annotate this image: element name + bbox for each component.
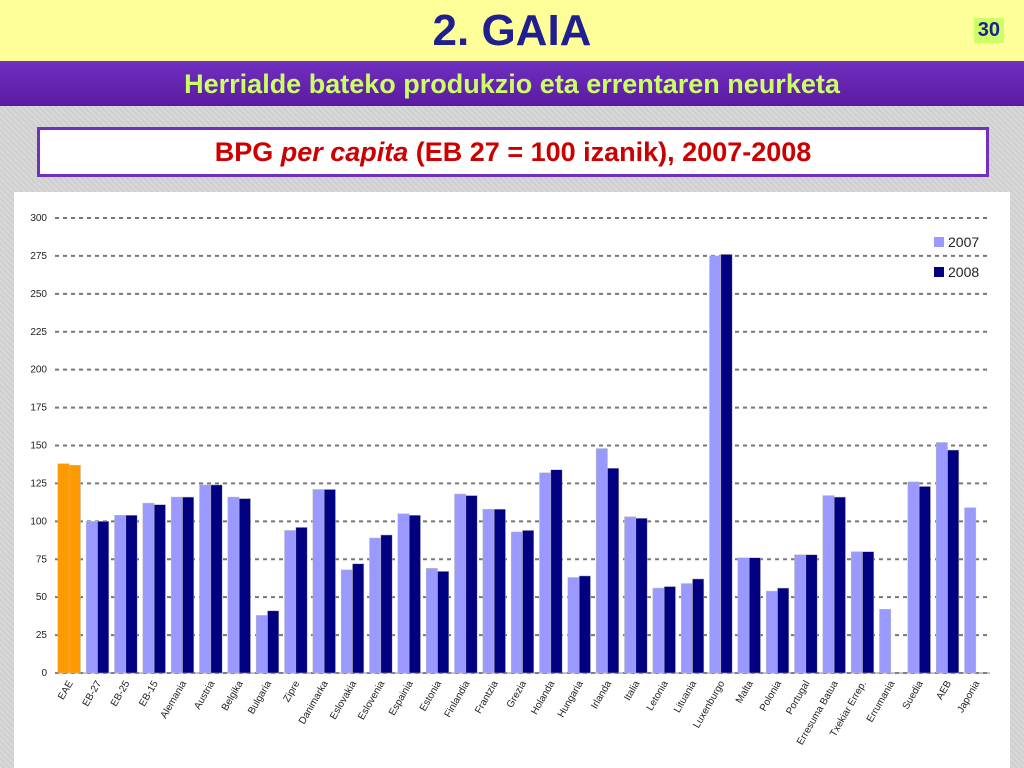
y-tick-label: 0 (41, 668, 47, 679)
bar (539, 472, 552, 674)
bar (805, 554, 818, 674)
bar (170, 496, 183, 674)
bar (879, 609, 892, 674)
bar (380, 534, 393, 674)
bar (238, 498, 251, 674)
bar (255, 615, 268, 674)
bar (748, 557, 761, 674)
bar (493, 508, 506, 674)
y-tick-label: 75 (36, 554, 48, 565)
bar (737, 557, 750, 674)
bar (907, 481, 920, 674)
bar (454, 493, 467, 674)
bar (510, 531, 523, 674)
bar (199, 484, 212, 674)
bar (397, 513, 410, 674)
bar (964, 507, 977, 674)
bar (918, 486, 931, 674)
bar (68, 464, 81, 674)
bar (295, 527, 308, 674)
bar (142, 502, 155, 674)
legend-label: 2008 (948, 264, 979, 280)
bar (663, 586, 676, 674)
y-tick-label: 125 (30, 478, 47, 489)
slide-subtitle: Herrialde bateko produkzio eta errentare… (184, 69, 840, 99)
slide-title: 2. GAIA (432, 6, 592, 55)
legend-swatch (934, 237, 944, 247)
bar (550, 469, 563, 674)
bar (833, 496, 846, 674)
bar (720, 254, 733, 674)
bar (437, 571, 450, 674)
y-tick-label: 225 (30, 327, 47, 338)
bar (522, 530, 535, 674)
y-tick-label: 200 (30, 365, 47, 376)
bar (607, 468, 620, 674)
subtitle-bar: Herrialde bateko produkzio eta errentare… (0, 61, 1024, 106)
bar (97, 521, 110, 674)
bar (340, 569, 353, 674)
legend-swatch (934, 267, 944, 277)
bar (595, 448, 608, 674)
bar (692, 578, 705, 674)
bar (482, 508, 495, 674)
bar (210, 484, 223, 674)
title-part: (EB 27 = 100 izanik), 2007-2008 (408, 137, 812, 167)
bar (125, 515, 138, 674)
chart-title: BPG per capita (EB 27 = 100 izanik), 200… (37, 127, 989, 177)
y-tick-label: 50 (36, 592, 48, 603)
y-tick-label: 175 (30, 403, 47, 414)
title-italic: per capita (280, 137, 409, 167)
bar (765, 590, 778, 674)
bar (284, 530, 297, 674)
bar (652, 587, 665, 674)
bar (352, 563, 365, 674)
bar (777, 587, 790, 674)
bar (267, 610, 280, 674)
y-tick-label: 25 (36, 630, 48, 641)
bar (635, 518, 648, 674)
bar (312, 489, 325, 674)
bar (408, 515, 421, 674)
title-part: BPG (214, 137, 281, 167)
y-tick-label: 250 (30, 289, 47, 300)
header-bar: 2. GAIA 30 (0, 0, 1024, 61)
bar (709, 255, 722, 674)
y-tick-label: 150 (30, 441, 47, 452)
y-tick-label: 100 (30, 516, 47, 527)
page-number: 30 (973, 18, 1004, 43)
bar (850, 551, 863, 674)
y-tick-label: 275 (30, 251, 47, 262)
bar (578, 575, 591, 674)
legend-label: 2007 (948, 234, 979, 250)
bar (182, 496, 195, 674)
bar (153, 504, 166, 674)
bar (624, 516, 637, 674)
bar (947, 449, 960, 674)
bar (227, 496, 240, 674)
bar (822, 495, 835, 674)
bar (425, 568, 438, 674)
bar (369, 537, 382, 674)
bar (567, 577, 580, 674)
y-tick-label: 300 (30, 213, 47, 224)
bar (465, 495, 478, 674)
bar (114, 515, 127, 674)
bar (862, 551, 875, 674)
bar (935, 442, 948, 674)
bar (680, 583, 693, 674)
bar (57, 463, 70, 674)
bar (85, 521, 98, 674)
bar (794, 554, 807, 674)
bar (323, 489, 336, 674)
